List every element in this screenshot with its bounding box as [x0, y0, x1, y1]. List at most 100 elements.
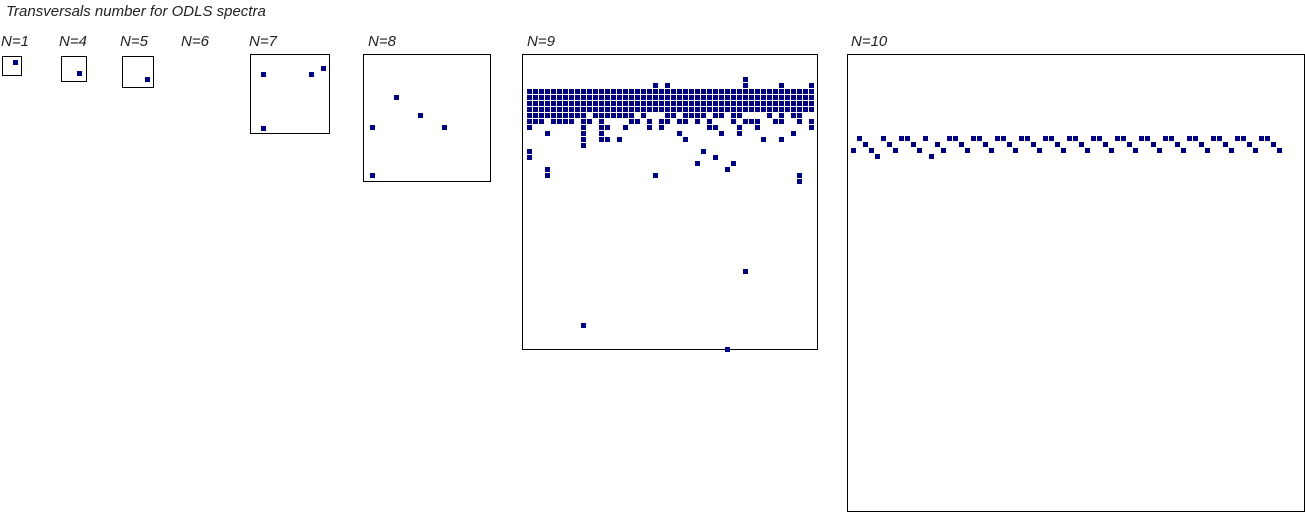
data-point: [617, 107, 622, 112]
data-point: [695, 101, 700, 106]
data-point: [749, 95, 754, 100]
data-point: [689, 113, 694, 118]
data-point: [629, 119, 634, 124]
data-point: [569, 89, 574, 94]
data-point: [863, 142, 868, 147]
data-point: [527, 107, 532, 112]
data-point: [569, 107, 574, 112]
data-point: [1235, 136, 1240, 141]
data-point: [809, 119, 814, 124]
data-point: [1019, 136, 1024, 141]
data-point: [623, 125, 628, 130]
data-point: [551, 89, 556, 94]
data-point: [623, 89, 628, 94]
data-point: [659, 119, 664, 124]
data-point: [1061, 148, 1066, 153]
data-point: [713, 125, 718, 130]
data-point: [1007, 142, 1012, 147]
data-point: [635, 89, 640, 94]
data-point: [1253, 148, 1258, 153]
data-point: [917, 148, 922, 153]
data-point: [935, 142, 940, 147]
data-point: [533, 89, 538, 94]
data-point: [701, 95, 706, 100]
data-point: [797, 119, 802, 124]
data-point: [773, 107, 778, 112]
data-point: [569, 95, 574, 100]
data-point: [527, 149, 532, 154]
data-point: [797, 89, 802, 94]
data-point: [545, 167, 550, 172]
data-point: [605, 95, 610, 100]
data-point: [1223, 142, 1228, 147]
data-point: [737, 131, 742, 136]
data-point: [611, 89, 616, 94]
data-point: [911, 142, 916, 147]
data-point: [761, 101, 766, 106]
panel-n4: [61, 56, 87, 82]
data-point: [527, 101, 532, 106]
data-point: [1085, 148, 1090, 153]
data-point: [533, 95, 538, 100]
data-point: [785, 89, 790, 94]
data-point: [677, 131, 682, 136]
data-point: [587, 119, 592, 124]
data-point: [539, 119, 544, 124]
data-point: [563, 113, 568, 118]
data-point: [1073, 136, 1078, 141]
data-point: [785, 95, 790, 100]
data-point: [737, 125, 742, 130]
data-point: [1049, 136, 1054, 141]
data-point: [647, 89, 652, 94]
data-point: [893, 148, 898, 153]
data-point: [569, 119, 574, 124]
data-point: [959, 142, 964, 147]
data-point: [1229, 148, 1234, 153]
data-point: [929, 154, 934, 159]
data-point: [581, 113, 586, 118]
data-point: [1091, 136, 1096, 141]
data-point: [731, 119, 736, 124]
data-point: [809, 83, 814, 88]
data-point: [755, 125, 760, 130]
data-point: [1181, 148, 1186, 153]
data-point: [77, 71, 82, 76]
data-point: [599, 89, 604, 94]
data-point: [653, 95, 658, 100]
data-point: [767, 95, 772, 100]
panel-n7: [250, 54, 330, 134]
data-point: [611, 101, 616, 106]
data-point: [1163, 136, 1168, 141]
data-point: [659, 125, 664, 130]
data-point: [635, 95, 640, 100]
data-point: [551, 119, 556, 124]
data-point: [557, 119, 562, 124]
data-point: [773, 101, 778, 106]
data-point: [701, 149, 706, 154]
data-point: [1169, 136, 1174, 141]
data-point: [599, 95, 604, 100]
data-point: [641, 89, 646, 94]
data-point: [557, 101, 562, 106]
data-point: [755, 107, 760, 112]
data-point: [689, 89, 694, 94]
data-point: [725, 89, 730, 94]
data-point: [803, 107, 808, 112]
data-point: [533, 107, 538, 112]
data-point: [1157, 148, 1162, 153]
data-point: [923, 136, 928, 141]
data-point: [755, 95, 760, 100]
data-point: [394, 95, 399, 100]
data-point: [767, 113, 772, 118]
data-point: [653, 173, 658, 178]
data-point: [779, 101, 784, 106]
data-point: [803, 95, 808, 100]
data-point: [1199, 142, 1204, 147]
data-point: [707, 119, 712, 124]
data-point: [593, 107, 598, 112]
panel-n1: [2, 56, 22, 76]
data-point: [779, 95, 784, 100]
data-point: [659, 107, 664, 112]
data-point: [581, 323, 586, 328]
data-point: [1277, 148, 1282, 153]
